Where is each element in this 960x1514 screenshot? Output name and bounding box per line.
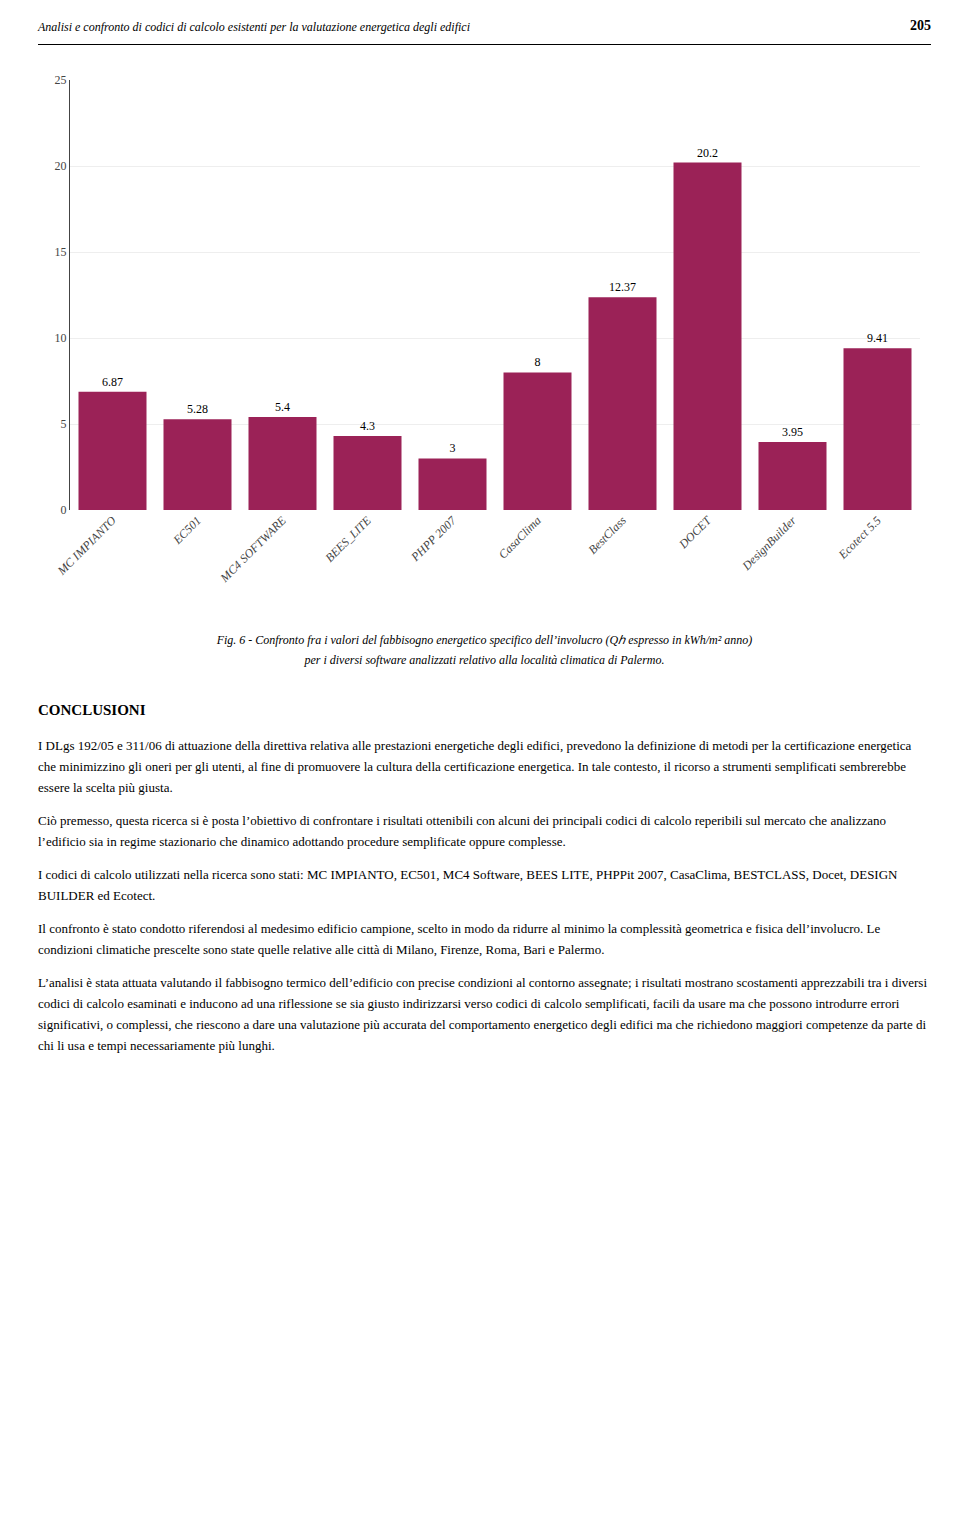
svg-text:EC501: EC501: [170, 513, 204, 547]
html-text:205: 205: [910, 18, 931, 33]
svg-text:0: 0: [61, 503, 67, 517]
svg-text:25: 25: [55, 73, 67, 87]
svg-text:12.37: 12.37: [609, 280, 636, 294]
svg-text:10: 10: [55, 331, 67, 345]
html-text:I codici di calcolo utilizzati: I codici di calcolo utilizzati nella ric…: [38, 867, 898, 903]
html-text:Fig. 6 - Confronto fra i valor: Fig. 6 - Confronto fra i valori del fabb…: [216, 633, 753, 647]
svg-text:PHPP 2007: PHPP 2007: [408, 513, 460, 565]
svg-text:9.41: 9.41: [867, 331, 888, 345]
svg-text:5: 5: [61, 417, 67, 431]
html-text:Analisi e confronto di codici: Analisi e confronto di codici di calcolo…: [38, 20, 470, 34]
html-text:per i diversi software analizz: per i diversi software analizzati relati…: [304, 653, 665, 667]
svg-text:20.2: 20.2: [697, 146, 718, 160]
html-text:Ciò premesso, questa ricerca s: Ciò premesso, questa ricerca si è posta …: [38, 813, 886, 849]
svg-text:6.87: 6.87: [102, 375, 123, 389]
svg-text:3.95: 3.95: [782, 425, 803, 439]
svg-text:DOCET: DOCET: [675, 513, 714, 552]
svg-text:DesignBuilder: DesignBuilder: [739, 513, 799, 573]
html-text:I DLgs 192/05 e 311/06 di attu: I DLgs 192/05 e 311/06 di attuazione del…: [38, 738, 912, 795]
html-text:CONCLUSIONI: CONCLUSIONI: [38, 702, 146, 718]
svg-text:BestClass: BestClass: [585, 513, 629, 557]
svg-text:5.4: 5.4: [275, 400, 290, 414]
svg-text:3: 3: [450, 441, 456, 455]
html-text:L’analisi è stata attuata valu: L’analisi è stata attuata valutando il f…: [38, 975, 927, 1053]
svg-text:MC IMPIANTO: MC IMPIANTO: [54, 513, 119, 578]
svg-text:4.3: 4.3: [360, 419, 375, 433]
svg-text:20: 20: [55, 159, 67, 173]
svg-text:BEES_LITE: BEES_LITE: [322, 513, 374, 565]
svg-text:8: 8: [535, 355, 541, 369]
svg-text:Ecotect 5.5: Ecotect 5.5: [835, 513, 884, 562]
svg-text:5.28: 5.28: [187, 402, 208, 416]
svg-text:15: 15: [55, 245, 67, 259]
html-text:Il confronto è stato condotto: Il confronto è stato condotto riferendos…: [38, 921, 881, 957]
svg-text:MC4 SOFTWARE: MC4 SOFTWARE: [217, 513, 289, 585]
svg-text:CasaClima: CasaClima: [496, 513, 544, 561]
